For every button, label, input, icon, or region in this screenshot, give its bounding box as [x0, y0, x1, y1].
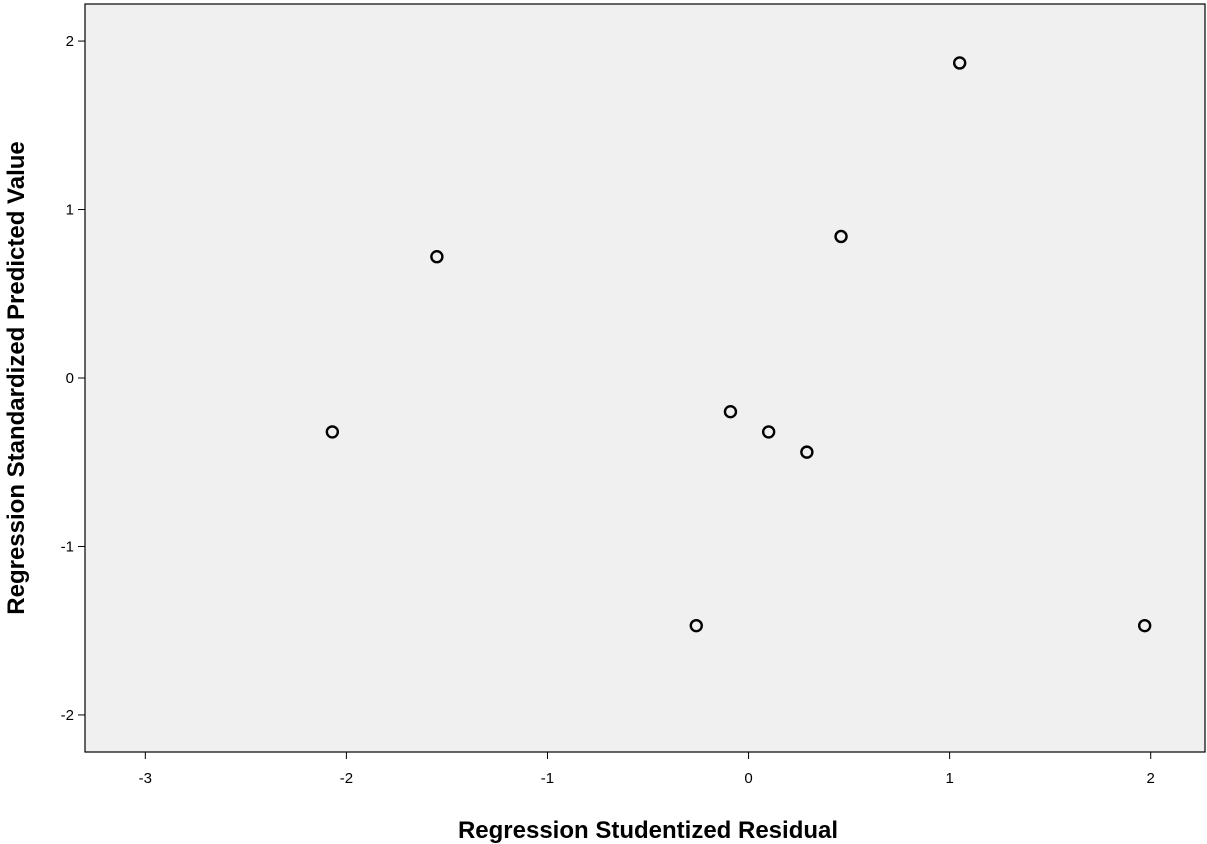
y-axis-ticks: -2 -1 0 1 2 — [61, 33, 85, 724]
data-point — [430, 250, 444, 264]
data-point — [1137, 618, 1152, 633]
data-point — [952, 56, 967, 70]
x-tick-label: -2 — [340, 770, 353, 787]
data-point — [325, 425, 340, 439]
x-tick-label: 2 — [1147, 770, 1155, 787]
y-axis-title: Regression Standardized Predicted Value — [3, 141, 30, 614]
y-tick-label: -2 — [61, 707, 74, 724]
data-point — [689, 618, 703, 633]
x-tick-label: -3 — [139, 770, 152, 787]
data-points — [325, 56, 1152, 633]
data-point — [800, 445, 814, 459]
x-axis-title: Regression Studentized Residual — [458, 817, 838, 844]
plot-area — [84, 3, 1206, 753]
x-tick-label: 0 — [744, 770, 752, 787]
data-point — [761, 425, 776, 439]
x-axis-ticks: -3 -2 -1 0 1 2 — [139, 752, 1155, 787]
y-tick-label: 0 — [66, 370, 74, 387]
y-tick-label: -1 — [61, 538, 74, 555]
y-tick-label: 1 — [66, 202, 74, 219]
data-point — [723, 404, 738, 419]
x-tick-label: 1 — [945, 770, 953, 787]
data-point — [834, 229, 848, 244]
x-tick-label: -1 — [541, 770, 554, 787]
y-tick-label: 2 — [66, 33, 74, 50]
